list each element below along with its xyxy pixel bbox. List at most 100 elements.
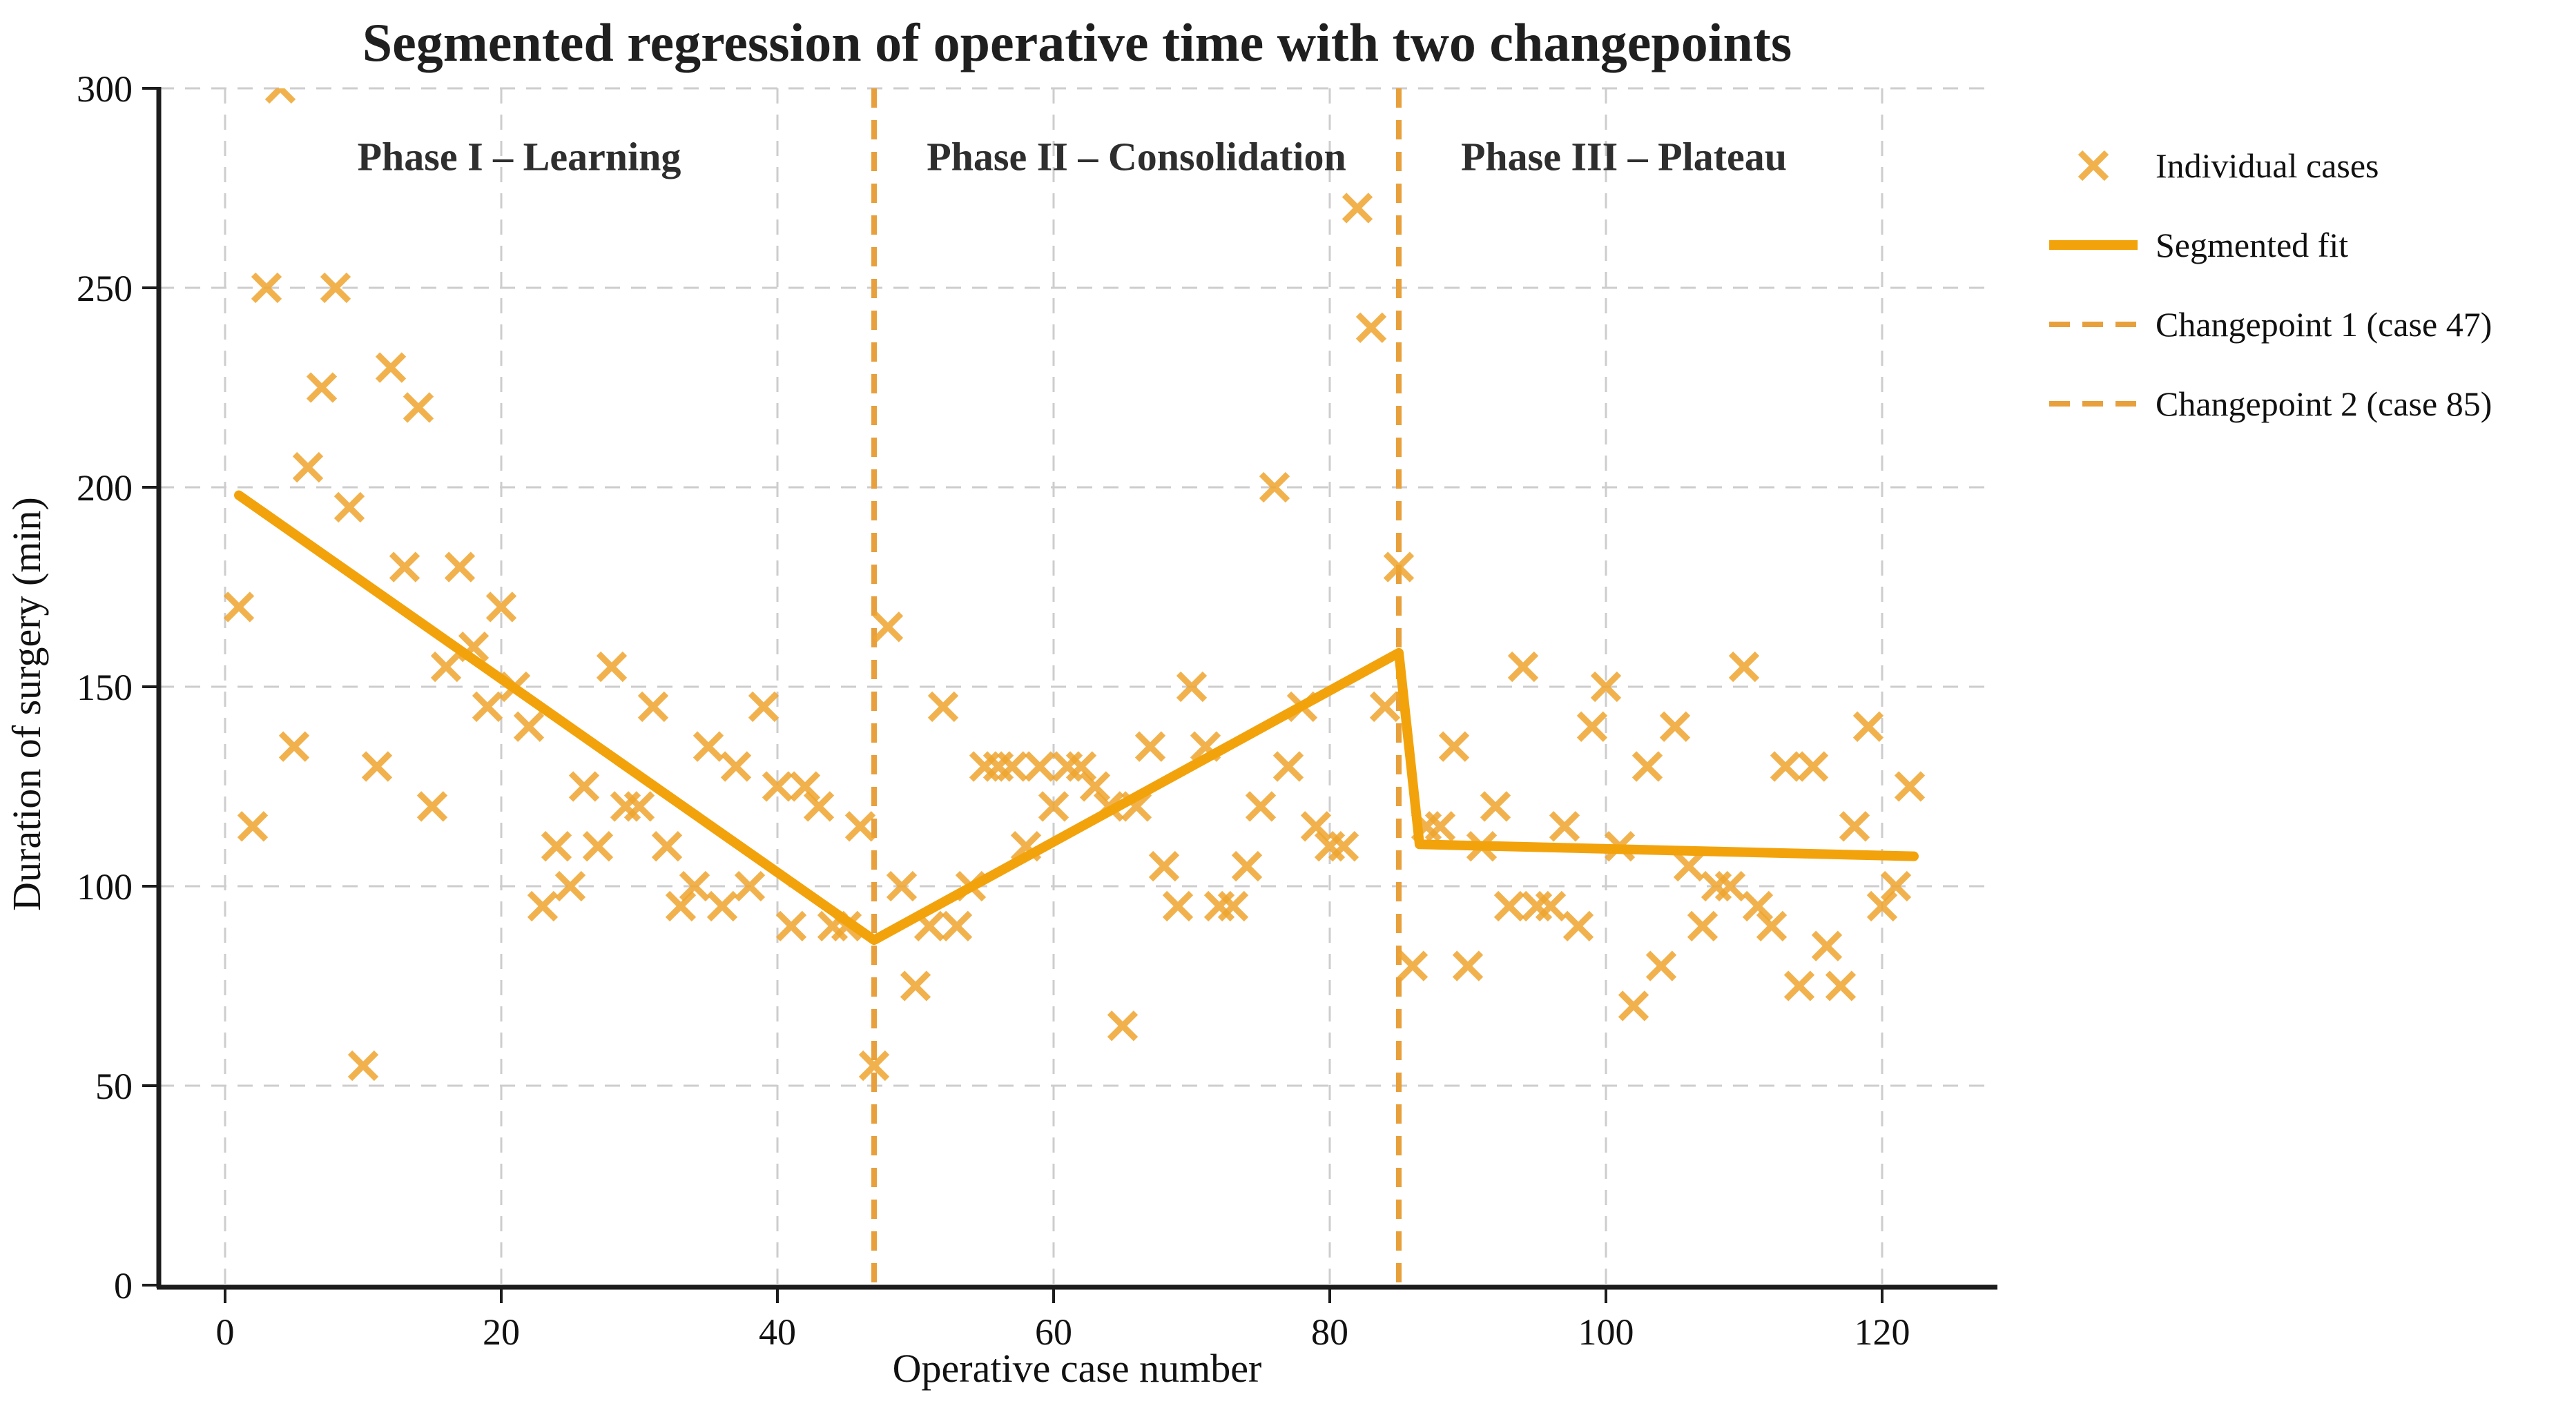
case-marker bbox=[1645, 950, 1677, 981]
case-marker bbox=[610, 791, 641, 822]
case-marker bbox=[472, 691, 503, 723]
case-marker bbox=[1300, 811, 1332, 842]
case-marker bbox=[1203, 890, 1235, 922]
case-marker bbox=[278, 731, 310, 762]
case-marker bbox=[900, 970, 931, 1001]
case-marker bbox=[803, 791, 835, 822]
fit-line bbox=[234, 490, 1919, 946]
case-marker bbox=[651, 831, 683, 862]
y-tick-label: 300 bbox=[77, 68, 133, 110]
case-marker bbox=[1839, 811, 1870, 842]
case-marker bbox=[982, 751, 1014, 782]
x-tick-label: 20 bbox=[483, 1311, 520, 1353]
case-marker bbox=[748, 691, 779, 723]
legend-label-individual-cases: Individual cases bbox=[2156, 146, 2379, 185]
case-marker bbox=[996, 751, 1028, 782]
case-marker bbox=[1770, 751, 1801, 782]
case-marker bbox=[1245, 791, 1277, 822]
case-marker bbox=[347, 1050, 379, 1082]
case-marker bbox=[693, 731, 724, 762]
case-marker bbox=[679, 870, 710, 902]
case-marker bbox=[1866, 890, 1898, 922]
y-tick-label: 100 bbox=[77, 866, 133, 908]
axis-ticks bbox=[142, 87, 1883, 1303]
case-marker bbox=[527, 890, 559, 922]
case-marker bbox=[306, 372, 338, 403]
case-marker bbox=[1452, 950, 1484, 981]
case-marker bbox=[430, 651, 462, 683]
case-marker bbox=[1038, 791, 1069, 822]
scatter-markers bbox=[223, 88, 1926, 1082]
case-marker bbox=[941, 910, 973, 941]
case-marker bbox=[1134, 731, 1166, 762]
case-marker bbox=[292, 451, 324, 483]
case-marker bbox=[1631, 751, 1663, 782]
case-marker bbox=[1714, 870, 1746, 902]
x-axis-label: Operative case number bbox=[893, 1346, 1262, 1391]
case-marker bbox=[1383, 551, 1415, 583]
x-tick-label: 60 bbox=[1035, 1311, 1072, 1353]
x-tick-label: 80 bbox=[1311, 1311, 1348, 1353]
case-marker bbox=[1162, 890, 1194, 922]
x-tick-label: 100 bbox=[1578, 1311, 1634, 1353]
case-marker bbox=[251, 272, 282, 304]
legend-label-segmented-fit: Segmented fit bbox=[2156, 226, 2348, 264]
changepoint-lines bbox=[871, 88, 1402, 1285]
case-marker bbox=[1576, 711, 1608, 742]
y-tick-label: 200 bbox=[77, 467, 133, 509]
legend-label-changepoint-1: Changepoint 1 (case 47) bbox=[2156, 305, 2492, 344]
case-marker bbox=[1079, 771, 1111, 802]
axes-spines bbox=[156, 87, 1997, 1290]
case-marker bbox=[789, 771, 821, 802]
case-marker bbox=[1659, 711, 1691, 742]
case-marker bbox=[1825, 970, 1857, 1001]
case-marker bbox=[775, 910, 807, 941]
case-marker bbox=[969, 751, 1000, 782]
case-marker bbox=[1148, 850, 1180, 882]
case-marker bbox=[1231, 850, 1263, 882]
case-marker bbox=[1521, 890, 1553, 922]
case-marker bbox=[1493, 890, 1525, 922]
case-marker bbox=[389, 551, 420, 583]
case-marker bbox=[1811, 930, 1843, 961]
case-marker bbox=[762, 771, 793, 802]
case-marker bbox=[1852, 711, 1884, 742]
case-marker bbox=[1438, 731, 1470, 762]
case-marker bbox=[237, 811, 269, 842]
x-tick-label: 0 bbox=[216, 1311, 235, 1353]
case-marker bbox=[485, 591, 517, 623]
gridlines bbox=[159, 87, 1995, 1285]
case-marker bbox=[513, 711, 545, 742]
x-tick-label: 40 bbox=[759, 1311, 796, 1353]
case-marker bbox=[1052, 751, 1083, 782]
phase3-label: Phase III – Plateau bbox=[1461, 134, 1787, 179]
case-marker bbox=[927, 691, 959, 723]
case-marker bbox=[1673, 850, 1705, 882]
case-marker bbox=[1328, 831, 1359, 862]
case-marker bbox=[1507, 651, 1539, 683]
case-marker bbox=[886, 870, 918, 902]
case-marker bbox=[1728, 651, 1760, 683]
x-tick-label: 120 bbox=[1854, 1311, 1910, 1353]
case-marker bbox=[1424, 811, 1456, 842]
case-marker bbox=[1272, 751, 1304, 782]
case-marker bbox=[541, 831, 572, 862]
case-marker bbox=[720, 751, 752, 782]
y-axis-label: Duration of surgery (min) bbox=[4, 497, 49, 911]
case-marker bbox=[1562, 910, 1594, 941]
legend-x-marker-icon bbox=[2078, 150, 2109, 182]
case-marker bbox=[1590, 671, 1622, 703]
case-marker bbox=[734, 870, 766, 902]
case-marker bbox=[1880, 870, 1912, 902]
case-marker bbox=[361, 751, 393, 782]
case-marker bbox=[223, 591, 255, 623]
case-marker bbox=[1107, 1010, 1139, 1042]
case-marker bbox=[665, 890, 697, 922]
case-marker bbox=[1397, 950, 1429, 981]
case-marker bbox=[1783, 970, 1815, 1001]
y-tick-label: 50 bbox=[95, 1066, 133, 1107]
y-tick-label: 0 bbox=[114, 1265, 133, 1307]
case-marker bbox=[1549, 811, 1580, 842]
